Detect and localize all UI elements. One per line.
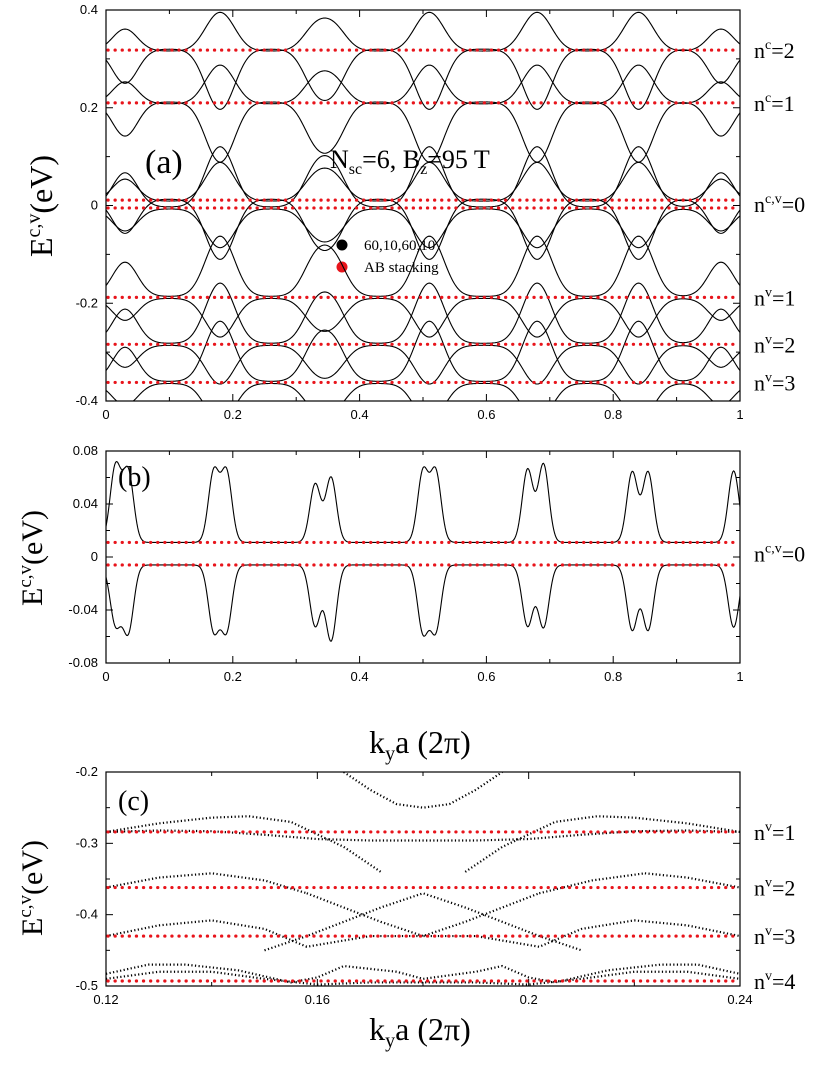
panel-b-x-axis-title: kya (2π) — [369, 724, 471, 765]
svg-text:Ec,v(eV): Ec,v(eV) — [15, 510, 49, 606]
panel-a-y-tick-label: 0 — [91, 198, 98, 213]
panel-a-level-label: nv=1 — [754, 285, 795, 310]
panel-a-level-label: nv=3 — [754, 370, 795, 395]
panel-b-y-tick-label: 0.08 — [73, 443, 98, 458]
panel-a-x-tick-label: 0.8 — [604, 407, 622, 422]
legend-marker-ab-stacking — [336, 261, 348, 273]
panel-c-x-axis-title: kya (2π) — [369, 1011, 471, 1052]
panel-c-band-dotted — [644, 872, 740, 889]
panel-b-bands — [106, 461, 740, 642]
panel-c-frame — [105, 771, 741, 987]
panel-c-level-label: nv=1 — [754, 820, 795, 845]
panel-b-x-tick-label: 1 — [736, 669, 743, 684]
panel-c-label: (c) — [118, 786, 149, 817]
panel-a-label: (a) — [145, 144, 183, 181]
panel-a-x-tick-label: 0.4 — [351, 407, 369, 422]
panel-b-x-tick-label: 0.6 — [477, 669, 495, 684]
panel-a-y-tick-label: 0.2 — [80, 100, 98, 115]
panel-c-x-tick-label: 0.12 — [93, 992, 118, 1007]
panel-a-y-tick-label: 0.4 — [80, 2, 98, 17]
panel-b-level-label: nc,v=0 — [754, 542, 805, 567]
panel-b-conduction-band — [106, 461, 740, 543]
panel-c-band-dotted — [106, 963, 740, 984]
panel-a-band-curve — [106, 235, 740, 297]
panel-b-frame — [105, 450, 741, 664]
panel-a-band-curve — [106, 282, 740, 344]
panel-a-band-curve — [106, 198, 740, 260]
panel-a-band-curve — [106, 344, 740, 385]
panel-a-band-curve — [106, 382, 740, 401]
svg-text:Ec,v(eV): Ec,v(eV) — [23, 155, 59, 257]
panel-a-y-tick-label: -0.4 — [76, 393, 98, 408]
panel-b-y-tick-label: -0.04 — [68, 602, 98, 617]
panel-a-band-curve — [106, 11, 740, 52]
panel-a-band-curve — [106, 48, 740, 110]
panel-c-x-tick-label: 0.16 — [305, 992, 330, 1007]
panel-a-band-curve — [106, 208, 740, 249]
panel-c: (c) Ec,v(eV) kya (2π) 0.12 0.16 0.2 0.24 -0.… — [15, 764, 795, 1052]
panel-c-y-tick-label: -0.5 — [76, 978, 98, 993]
panel-b-x-tick-label: 0 — [102, 669, 109, 684]
panel-a-level-label: nc,v=0 — [754, 192, 805, 217]
panel-a-x-tick-label: 0.2 — [224, 407, 242, 422]
panel-b-y-tick-label: 0.04 — [73, 496, 98, 511]
panel-a-y-axis-title: Ec,v(eV) — [23, 155, 59, 257]
panel-a-x-tick-label: 0 — [102, 407, 109, 422]
panel-a: (a) Nsc=6, Bz=95 T Ec,v(eV) 60,10,60,10 … — [23, 2, 805, 422]
panel-a-level-label: nc=1 — [754, 91, 795, 116]
panel-c-x-tick-label: 0.2 — [520, 992, 538, 1007]
panel-b-x-tick-label: 0.2 — [224, 669, 242, 684]
panel-a-legend: 60,10,60,10 AB stacking — [336, 238, 439, 276]
panel-c-level-label: nv=4 — [754, 969, 795, 994]
panel-a-level-label: nc=2 — [754, 38, 795, 63]
panel-b-label: (b) — [118, 462, 151, 493]
panel-c-y-tick-label: -0.3 — [76, 835, 98, 850]
panel-b-x-tick-label: 0.4 — [351, 669, 369, 684]
panel-a-bands — [106, 11, 740, 401]
panel-c-bands — [106, 772, 740, 986]
panel-c-band-dotted — [106, 829, 740, 842]
panel-b-y-tick-label: 0 — [91, 549, 98, 564]
panel-a-band-curve — [106, 320, 740, 382]
panel-c-y-tick-label: -0.4 — [76, 907, 98, 922]
panel-b-y-tick-label: -0.08 — [68, 655, 98, 670]
panel-c-band-dotted — [264, 892, 582, 952]
legend-marker-60-10-60-10 — [336, 239, 348, 251]
panel-a-band-curve — [106, 146, 740, 208]
panel-c-level-label: nv=2 — [754, 876, 795, 901]
panel-a-x-tick-label: 0.6 — [477, 407, 495, 422]
panel-c-y-tick-label: -0.2 — [76, 764, 98, 779]
svg-text:Ec,v(eV): Ec,v(eV) — [15, 840, 49, 936]
panel-b-valence-band — [106, 564, 740, 642]
panel-c-band-dotted — [306, 892, 540, 938]
panel-a-x-tick-label: 1 — [736, 407, 743, 422]
panel-c-y-axis-title: Ec,v(eV) — [15, 840, 49, 936]
panel-c-band-dotted — [343, 772, 503, 809]
panel-c-band-dotted — [106, 815, 382, 873]
panel-a-annotation: Nsc=6, Bz=95 T — [330, 145, 490, 178]
panel-a-band-curve — [106, 64, 740, 105]
panel-c-band-dotted — [464, 815, 740, 873]
panel-b-y-axis-title: Ec,v(eV) — [15, 510, 49, 606]
panel-c-level-label: nv=3 — [754, 924, 795, 949]
panel-c-band-dotted — [106, 919, 740, 948]
panel-c-band-dotted — [106, 872, 308, 895]
panel-b-x-tick-label: 0.8 — [604, 669, 622, 684]
panel-a-y-tick-label: -0.2 — [76, 295, 98, 310]
panel-c-x-tick-label: 0.24 — [727, 992, 752, 1007]
panel-a-band-curve — [106, 161, 740, 202]
panel-c-band-dotted — [538, 872, 646, 895]
panel-a-level-label: nv=2 — [754, 332, 795, 357]
legend-label-ab-stacking: AB stacking — [364, 260, 439, 276]
panel-a-band-curve — [106, 101, 740, 163]
panel-b: (b) Ec,v(eV) kya (2π) 0 0.2 0.4 0.6 0.8 1 -0.0… — [15, 443, 805, 765]
